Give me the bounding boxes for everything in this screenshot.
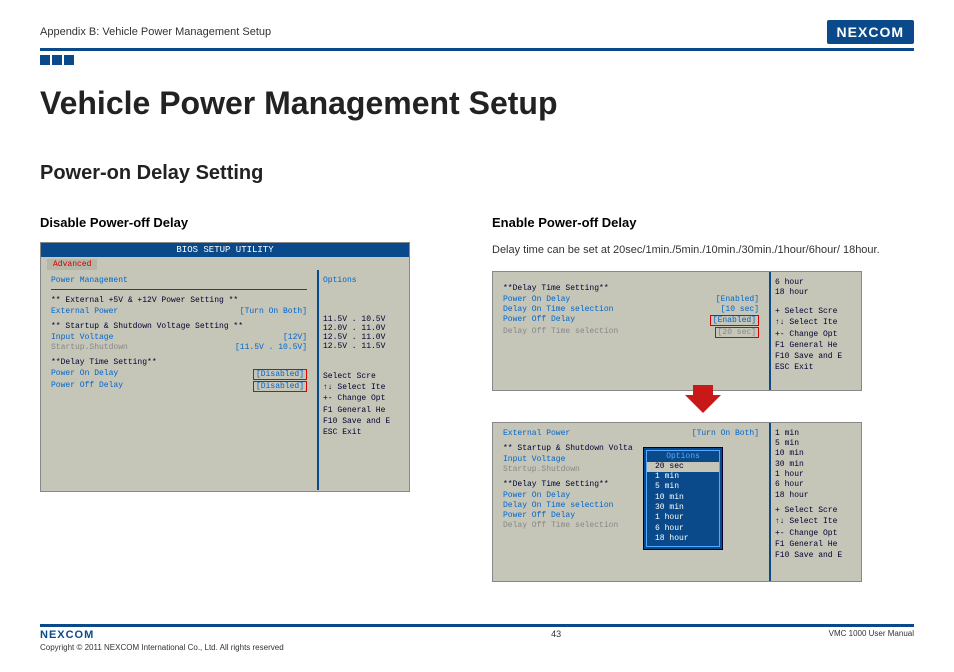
bios-side-val: 18 hour [775, 491, 857, 501]
popup-item: 18 hour [647, 534, 719, 544]
popup-item: 5 min [647, 482, 719, 492]
bios-value: [10 sec] [721, 305, 759, 314]
footer-logo: NEXCOM [40, 629, 284, 641]
bios-label: Input Voltage [503, 455, 565, 464]
bios-value-disabled: [Disabled] [253, 369, 307, 380]
bios-title: BIOS SETUP UTILITY [41, 243, 409, 257]
bios-side-val: 18 hour [775, 288, 857, 298]
bios-screenshot-enable-2: External Power[Turn On Both] ** Startup … [492, 422, 862, 582]
copyright-text: Copyright © 2011 NEXCOM International Co… [40, 643, 284, 652]
bios-side-val: 12.5V . 11.5V [323, 342, 405, 351]
bios-label: Power Off Delay [503, 511, 575, 520]
bios-value: [12V] [283, 333, 307, 342]
left-column: Disable Power-off Delay BIOS SETUP UTILI… [40, 215, 462, 582]
bios-label: Power On Delay [503, 295, 570, 304]
bios-screenshot-disable: BIOS SETUP UTILITY Advanced Power Manage… [40, 242, 410, 492]
bios-section: ** External +5V & +12V Power Setting ** [51, 296, 307, 305]
bios-value: [Turn On Both] [692, 429, 759, 438]
bios-label: Input Voltage [51, 333, 113, 342]
bios-side-keys: + Select Scre ↑↓ Select Ite +- Change Op… [775, 505, 857, 561]
bios-side-val: 5 min [775, 439, 857, 449]
bios-label: Delay On Time selection [503, 501, 613, 510]
bios-label: Power Off Delay [503, 315, 575, 326]
right-col-title: Enable Power-off Delay [492, 215, 914, 230]
bios-label: Startup.Shutdown [503, 465, 580, 474]
bios-options-popup: Options 20 sec 1 min 5 min 10 min 30 min… [643, 447, 723, 550]
bios-value-selected: [20 sec] [715, 327, 759, 338]
bios-section: **Delay Time Setting** [503, 284, 759, 293]
bios-label: Power On Delay [503, 491, 570, 500]
bios-heading: Power Management [51, 276, 307, 285]
bios-label: External Power [51, 307, 118, 316]
bios-label: Delay Off Time selection [503, 521, 618, 530]
decorative-squares [40, 55, 914, 65]
page-footer: NEXCOM Copyright © 2011 NEXCOM Internati… [40, 624, 914, 652]
left-col-title: Disable Power-off Delay [40, 215, 462, 230]
right-col-desc: Delay time can be set at 20sec/1min./5mi… [492, 242, 914, 259]
bios-side-val: 12.5V . 11.0V [323, 333, 405, 342]
bios-value-enabled: [Enabled] [710, 315, 759, 326]
bios-side-val: 1 min [775, 429, 857, 439]
bios-value-disabled: [Disabled] [253, 381, 307, 392]
bios-value: [Enabled] [716, 295, 759, 304]
page-header: Appendix B: Vehicle Power Management Set… [40, 20, 914, 51]
bios-side-val: 6 hour [775, 480, 857, 490]
popup-item: 1 hour [647, 513, 719, 523]
bios-side-val: 11.5V . 10.5V [323, 315, 405, 324]
bios-side-val: 30 min [775, 460, 857, 470]
bios-label: Delay Off Time selection [503, 327, 618, 338]
popup-item: 30 min [647, 503, 719, 513]
bios-label: Delay On Time selection [503, 305, 613, 314]
manual-name: VMC 1000 User Manual [829, 629, 914, 638]
bios-value: [Turn On Both] [240, 307, 307, 316]
popup-item: 1 min [647, 472, 719, 482]
bios-side-options: Options [323, 276, 405, 285]
bios-label: Power Off Delay [51, 381, 123, 392]
bios-section: **Delay Time Setting** [51, 358, 307, 367]
bios-side-val: 10 min [775, 449, 857, 459]
bios-label: Startup.Shutdown [51, 343, 128, 352]
bios-side-val: 1 hour [775, 470, 857, 480]
bios-tab-advanced: Advanced [47, 259, 97, 270]
bios-side-val: 6 hour [775, 278, 857, 288]
bios-side-val: 12.0V . 11.0V [323, 324, 405, 333]
nexcom-logo: NEXCOM [827, 20, 914, 44]
bios-screenshot-enable-1: **Delay Time Setting** Power On Delay [En… [492, 271, 862, 391]
breadcrumb: Appendix B: Vehicle Power Management Set… [40, 26, 271, 38]
right-column: Enable Power-off Delay Delay time can be… [492, 215, 914, 582]
down-arrow-icon [492, 395, 914, 418]
popup-title: Options [647, 452, 719, 461]
bios-label: External Power [503, 429, 570, 438]
popup-item-selected: 20 sec [647, 462, 719, 472]
content-columns: Disable Power-off Delay BIOS SETUP UTILI… [40, 215, 914, 582]
page-title: Vehicle Power Management Setup [40, 85, 914, 122]
bios-section: ** Startup & Shutdown Voltage Setting ** [51, 322, 307, 331]
bios-side-keys: + Select Scre ↑↓ Select Ite +- Change Op… [775, 306, 857, 373]
popup-item: 10 min [647, 493, 719, 503]
bios-label: Power On Delay [51, 369, 118, 380]
page-number: 43 [551, 629, 561, 639]
bios-side-keys: Select Scre ↑↓ Select Ite +- Change Opt … [323, 371, 405, 438]
bios-value: [11.5V . 10.5V] [235, 343, 307, 352]
section-title: Power-on Delay Setting [40, 162, 914, 185]
popup-item: 6 hour [647, 524, 719, 534]
